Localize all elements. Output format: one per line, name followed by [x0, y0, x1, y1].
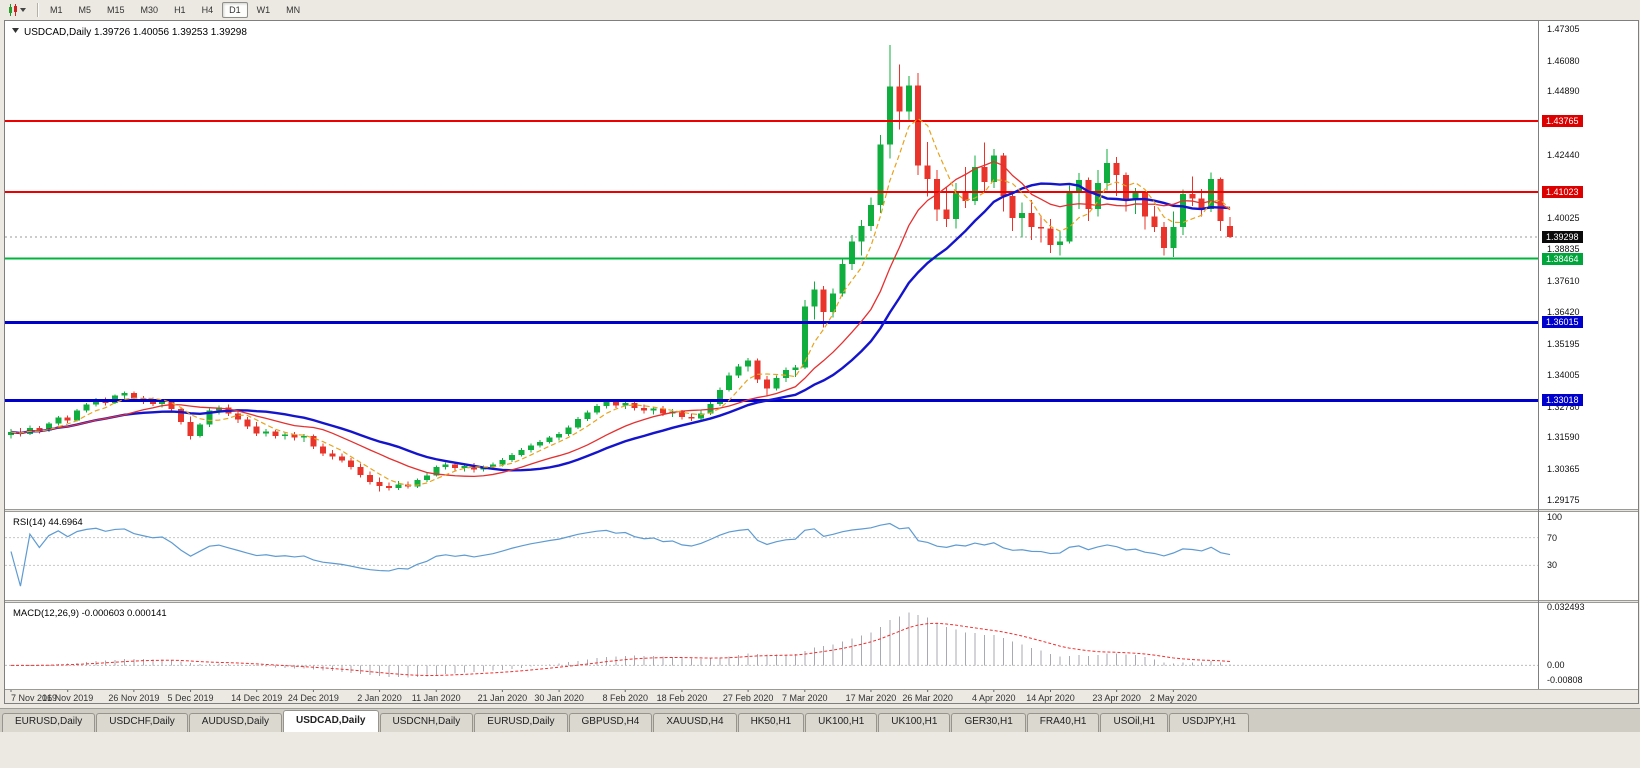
moving-average-21: [10, 182, 1231, 472]
chart-tab-USDCNH-Daily[interactable]: USDCNH,Daily: [379, 713, 474, 732]
price-tick-label: 1.36420: [1547, 306, 1580, 317]
macd-label: MACD(12,26,9) -0.000603 0.000141: [13, 608, 167, 619]
chart-tab-USDJPY-H1[interactable]: USDJPY,H1: [1169, 713, 1249, 732]
timeframe-button-M1[interactable]: M1: [50, 5, 63, 15]
chart-tab-UK100-H1[interactable]: UK100,H1: [878, 713, 951, 732]
date-label: 26 Mar 2020: [902, 693, 953, 703]
date-label: 2 May 2020: [1150, 693, 1197, 703]
macd-signal-line: [10, 622, 1231, 676]
chart-tab-GER30-H1[interactable]: GER30,H1: [951, 713, 1026, 732]
price-tick-label: 1.32780: [1547, 401, 1580, 412]
macd-panel[interactable]: [5, 612, 1538, 678]
level-price-badge: 1.36015: [1542, 316, 1583, 329]
rsi-panel[interactable]: [5, 522, 1538, 587]
timeframe-button-W1[interactable]: W1: [256, 5, 271, 15]
chart-tab-XAUUSD-H4[interactable]: XAUUSD,H4: [653, 713, 737, 732]
main-price-panel[interactable]: [5, 44, 1538, 492]
chart-tab-UK100-H1[interactable]: UK100,H1: [805, 713, 878, 732]
price-tick-label: 1.38835: [1547, 244, 1580, 254]
chart-tab-USDCAD-Daily[interactable]: USDCAD,Daily: [283, 710, 379, 732]
current-price-badge: 1.39298: [1542, 230, 1583, 243]
level-price-badge: 1.38464: [1542, 252, 1583, 265]
price-tick-label: 1.31590: [1547, 432, 1580, 443]
level-price-badge: 1.41023: [1542, 186, 1583, 199]
date-strip: [5, 689, 1638, 703]
level-price-badge: 1.33018: [1542, 394, 1583, 407]
date-label: 11 Jan 2020: [412, 693, 461, 703]
date-label: 26 Nov 2019: [108, 693, 159, 703]
rsi-line: [10, 522, 1231, 587]
horizontal-level-lines[interactable]: [5, 119, 1538, 402]
date-label: 14 Dec 2019: [231, 693, 282, 703]
price-tick-label: 1.42440: [1547, 150, 1580, 161]
price-tick-label: 1.34005: [1547, 369, 1580, 380]
chart-tab-HK50-H1[interactable]: HK50,H1: [737, 713, 805, 732]
timeframe-toolbar: M1 M5 M15 M30 H1 H4 D1 W1 MN: [0, 0, 1640, 20]
date-label: 17 Mar 2020: [846, 693, 897, 703]
date-label: 21 Jan 2020: [478, 693, 528, 703]
price-tick-label: 1.47305: [1547, 23, 1580, 34]
date-label: 30 Jan 2020: [534, 693, 584, 703]
chart-type-icon[interactable]: [3, 2, 33, 18]
date-label: 4 Apr 2020: [972, 693, 1016, 703]
date-label: 23 Apr 2020: [1092, 693, 1141, 703]
macd-axis-label: 0.032493: [1547, 602, 1585, 613]
timeframe-button-MN[interactable]: MN: [286, 5, 301, 15]
timeframe-button-D1[interactable]: D1: [222, 2, 248, 18]
timeframe-button-M15[interactable]: M15: [107, 5, 125, 15]
price-tick-label: 1.40025: [1547, 213, 1580, 224]
trading-app-window: M1 M5 M15 M30 H1 H4 D1 W1 MN 7 Nov 2019 16 Nov 20…: [0, 0, 1640, 732]
chart-tab-bar: EURUSD,Daily USDCHF,Daily AUDUSD,Daily USDC…: [0, 708, 1640, 732]
price-tick-label: 1.30365: [1547, 464, 1580, 475]
timeframe-button-M5[interactable]: M5: [78, 5, 92, 15]
rsi-level-label: 70: [1547, 532, 1558, 543]
symbol-ohlc-label: USDCAD,Daily 1.39726 1.40056 1.39253 1.3…: [24, 27, 247, 38]
price-axis[interactable]: 1.47305 1.46080 1.44890 1.42440 1.40025 1.388…: [1538, 21, 1638, 703]
macd-axis-label: -0.00808: [1547, 674, 1583, 685]
moving-average-5: [10, 117, 1231, 487]
date-label: 5 Dec 2019: [168, 693, 214, 703]
price-tick-label: 1.35195: [1547, 338, 1580, 349]
level-price-badge: 1.43765: [1542, 114, 1583, 127]
chart-window: 7 Nov 2019 16 Nov 2019 26 Nov 2019 5 Dec 20…: [4, 20, 1639, 704]
rsi-level-label: 100: [1547, 511, 1563, 522]
date-label: 16 Nov 2019: [42, 693, 93, 703]
toolbar-separator: [37, 3, 39, 17]
chart-tab-GBPUSD-H4[interactable]: GBPUSD,H4: [568, 713, 653, 732]
rsi-level-label: 30: [1547, 560, 1558, 571]
moving-average-13: [10, 160, 1231, 478]
date-label: 7 Nov 2019: [11, 693, 57, 703]
date-label: 27 Feb 2020: [723, 693, 774, 703]
panel-separators[interactable]: [5, 21, 1638, 690]
timeframe-buttons: M1 M5 M15 M30 H1 H4 D1 W1 MN: [43, 2, 307, 18]
chart-tab-EURUSD-Daily[interactable]: EURUSD,Daily: [474, 713, 568, 732]
chart-tab-USOil-H1[interactable]: USOil,H1: [1100, 713, 1169, 732]
chart-tab-USDCHF-Daily[interactable]: USDCHF,Daily: [96, 713, 188, 732]
timeframe-button-M30[interactable]: M30: [140, 5, 159, 15]
chart-tab-FRA40-H1[interactable]: FRA40,H1: [1026, 713, 1100, 732]
timeframe-button-H1[interactable]: H1: [174, 5, 186, 15]
chart-tab-EURUSD-Daily[interactable]: EURUSD,Daily: [2, 713, 96, 732]
price-tick-label: 1.37610: [1547, 275, 1580, 286]
chart-tab-AUDUSD-Daily[interactable]: AUDUSD,Daily: [188, 713, 283, 732]
price-tick-label: 1.46080: [1547, 55, 1580, 66]
date-label: 2 Jan 2020: [357, 693, 402, 703]
date-label: 7 Mar 2020: [782, 693, 828, 703]
date-label: 14 Apr 2020: [1026, 693, 1075, 703]
macd-axis-label: 0.00: [1547, 660, 1565, 671]
date-label: 24 Dec 2019: [288, 693, 339, 703]
price-tick-label: 1.29175: [1547, 495, 1580, 506]
timeframe-button-H4[interactable]: H4: [201, 5, 214, 15]
rsi-label: RSI(14) 44.6964: [13, 517, 83, 528]
candles-layer: [8, 44, 1234, 492]
price-tick-label: 1.44890: [1547, 86, 1580, 97]
date-label: 8 Feb 2020: [602, 693, 648, 703]
date-label: 18 Feb 2020: [657, 693, 708, 703]
symbol-dropdown-icon[interactable]: [12, 28, 19, 33]
